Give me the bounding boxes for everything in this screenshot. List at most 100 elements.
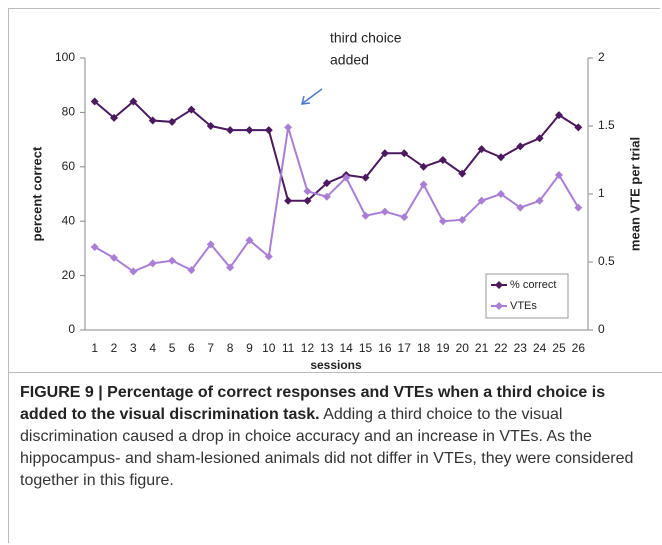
data-point bbox=[187, 266, 196, 275]
data-point bbox=[496, 190, 505, 198]
x-tick-label: 10 bbox=[262, 341, 276, 355]
data-point bbox=[496, 153, 505, 162]
x-tick-label: 15 bbox=[359, 341, 373, 355]
data-point bbox=[110, 113, 119, 122]
data-point bbox=[516, 203, 525, 212]
data-point bbox=[419, 162, 428, 171]
data-point bbox=[400, 149, 409, 158]
data-point bbox=[206, 240, 215, 249]
data-point bbox=[477, 145, 486, 154]
data-point bbox=[458, 215, 467, 224]
data-point bbox=[264, 252, 273, 261]
caption-text: Adding a third choice to the visual disc… bbox=[20, 406, 634, 489]
y-tick-label: 0 bbox=[68, 322, 75, 336]
data-point bbox=[322, 179, 331, 188]
x-tick-label: 6 bbox=[188, 341, 195, 355]
data-point bbox=[129, 267, 138, 276]
separator bbox=[8, 372, 662, 373]
data-point bbox=[380, 149, 389, 158]
x-tick-label: 24 bbox=[533, 341, 547, 355]
x-tick-label: 12 bbox=[301, 341, 315, 355]
data-point bbox=[148, 116, 157, 125]
y2-tick-label: 1 bbox=[598, 186, 605, 200]
x-tick-label: 1 bbox=[91, 341, 98, 355]
data-point bbox=[419, 180, 428, 189]
data-point bbox=[438, 217, 447, 226]
caption-title: FIGURE 9 | Percentage of correct respons… bbox=[20, 384, 606, 423]
data-point bbox=[380, 207, 389, 216]
legend-marker bbox=[495, 281, 503, 289]
legend-marker bbox=[495, 302, 503, 310]
data-point bbox=[438, 156, 447, 164]
data-point bbox=[554, 170, 563, 179]
data-point bbox=[554, 111, 563, 120]
data-point bbox=[458, 169, 467, 178]
y2-tick-label: 0.5 bbox=[598, 254, 615, 268]
x-tick-label: 26 bbox=[572, 341, 586, 355]
x-axis-label: sessions bbox=[310, 358, 362, 372]
legend-box bbox=[485, 273, 569, 319]
data-point bbox=[477, 196, 486, 205]
data-point bbox=[574, 123, 583, 132]
data-point bbox=[303, 196, 312, 205]
data-point bbox=[245, 126, 254, 135]
data-point bbox=[110, 253, 119, 262]
data-point bbox=[148, 259, 157, 268]
data-point bbox=[535, 196, 544, 205]
x-tick-label: 5 bbox=[169, 341, 176, 355]
data-point bbox=[303, 187, 312, 196]
chart: third choice added sessions percent corr… bbox=[29, 30, 642, 372]
y-tick-label: 40 bbox=[62, 213, 76, 227]
legend-label: VTEs bbox=[510, 300, 537, 312]
y2-axis-label: mean VTE per trial bbox=[627, 137, 642, 251]
x-tick-label: 13 bbox=[320, 341, 334, 355]
x-tick-label: 20 bbox=[456, 341, 470, 355]
series-line bbox=[94, 127, 580, 273]
legend-label: % correct bbox=[510, 279, 556, 291]
x-tick-label: 18 bbox=[417, 341, 431, 355]
x-tick-label: 19 bbox=[436, 341, 450, 355]
data-point bbox=[226, 126, 235, 135]
data-point bbox=[284, 123, 293, 132]
data-point bbox=[90, 97, 99, 106]
y2-tick-label: 1.5 bbox=[598, 118, 615, 132]
x-tick-label: 17 bbox=[398, 341, 412, 355]
annotation: added bbox=[330, 52, 369, 68]
data-point bbox=[129, 97, 138, 106]
y-tick-label: 80 bbox=[62, 105, 76, 119]
y-axis-label: percent correct bbox=[29, 146, 44, 241]
x-tick-label: 11 bbox=[282, 341, 295, 355]
x-tick-label: 21 bbox=[475, 341, 489, 355]
data-point bbox=[361, 211, 370, 220]
annotation: third choice bbox=[330, 30, 402, 46]
x-tick-label: 23 bbox=[514, 341, 528, 355]
x-tick-label: 14 bbox=[339, 341, 353, 355]
x-tick-label: 22 bbox=[494, 341, 508, 355]
x-tick-label: 4 bbox=[149, 341, 156, 355]
data-point bbox=[574, 203, 583, 212]
y2-tick-label: 0 bbox=[598, 322, 605, 336]
data-point bbox=[90, 243, 99, 252]
data-point bbox=[206, 122, 215, 130]
x-tick-label: 2 bbox=[111, 341, 118, 355]
annotation-arrowhead bbox=[301, 95, 311, 105]
data-point bbox=[168, 117, 177, 126]
data-point bbox=[264, 126, 273, 135]
series-line bbox=[94, 100, 579, 202]
data-point bbox=[361, 173, 370, 182]
data-point bbox=[168, 256, 177, 265]
caption: FIGURE 9 | Percentage of correct respons… bbox=[20, 382, 650, 492]
data-point bbox=[245, 236, 254, 245]
y-tick-label: 20 bbox=[62, 268, 76, 282]
y-tick-label: 100 bbox=[55, 50, 75, 64]
data-point bbox=[400, 213, 409, 222]
data-point bbox=[322, 192, 331, 201]
x-tick-label: 9 bbox=[246, 341, 253, 355]
data-point bbox=[535, 134, 544, 143]
x-tick-label: 7 bbox=[207, 341, 214, 355]
data-point bbox=[516, 142, 525, 151]
data-point bbox=[342, 173, 351, 182]
y-tick-label: 60 bbox=[62, 159, 76, 173]
data-point bbox=[284, 196, 293, 205]
